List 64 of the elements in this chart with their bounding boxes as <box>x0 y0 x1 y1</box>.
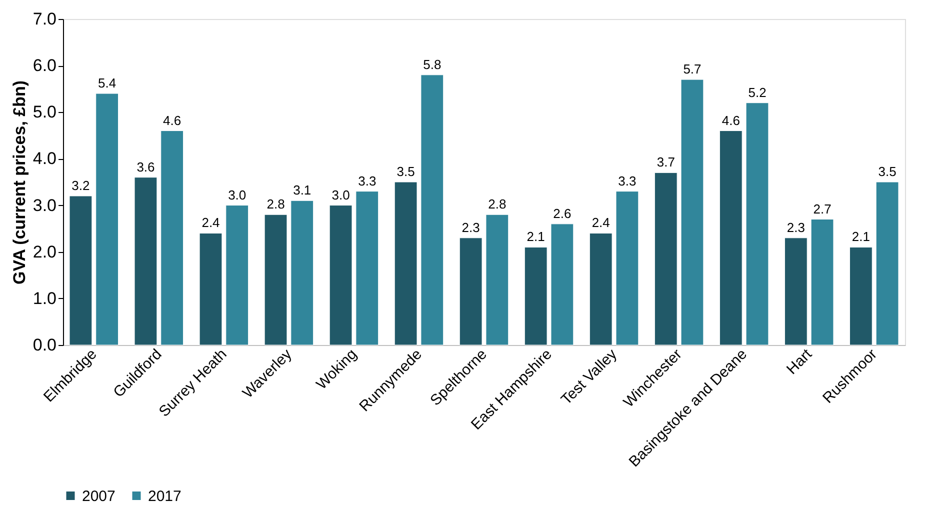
bar <box>199 232 222 346</box>
data-label: 2.6 <box>553 206 572 221</box>
data-label: 4.6 <box>722 112 740 128</box>
bar <box>616 191 639 346</box>
data-label: 3.0 <box>228 187 246 202</box>
bar <box>589 232 612 346</box>
data-label: 3.5 <box>878 164 896 179</box>
data-label: 2.3 <box>462 220 480 235</box>
bar <box>810 219 834 346</box>
data-label: 3.5 <box>396 164 415 179</box>
y-tick-label: 2.0 <box>32 242 56 262</box>
data-label: 3.6 <box>136 159 155 174</box>
data-label: 2.4 <box>592 215 610 230</box>
bar <box>486 214 509 346</box>
bar <box>226 205 249 346</box>
data-label: 3.3 <box>618 173 636 188</box>
bar <box>719 130 742 346</box>
data-label: 2.4 <box>202 215 220 230</box>
bar <box>654 172 678 346</box>
bar <box>849 246 872 346</box>
bar <box>264 214 288 346</box>
bar <box>876 182 899 346</box>
legend-label: 2017 <box>148 488 182 505</box>
data-label: 2.1 <box>526 229 545 244</box>
bar <box>680 79 704 346</box>
y-tick-label: 5.0 <box>32 102 56 122</box>
data-label: 3.0 <box>332 187 350 202</box>
data-label: 3.1 <box>293 182 312 198</box>
data-label: 5.2 <box>748 84 766 100</box>
y-tick-label: 3.0 <box>32 196 56 215</box>
bar <box>69 196 92 346</box>
data-label: 2.1 <box>852 229 870 244</box>
bar <box>290 200 314 346</box>
bar <box>160 130 184 346</box>
data-label: 3.2 <box>72 178 90 193</box>
data-label: 5.4 <box>98 76 116 91</box>
bar <box>394 182 418 346</box>
data-label: 5.8 <box>423 56 442 72</box>
legend-label: 2007 <box>82 488 116 505</box>
bar <box>96 93 119 346</box>
y-tick-label: 1.0 <box>32 288 56 308</box>
bar <box>550 224 574 346</box>
bar <box>746 102 769 346</box>
bar <box>459 238 482 346</box>
y-axis-title: GVA (current prices, £bn) <box>10 80 29 285</box>
data-label: 2.8 <box>266 196 285 212</box>
bar <box>784 238 808 346</box>
bar <box>329 205 352 346</box>
data-label: 4.6 <box>163 112 182 128</box>
y-tick-label: 4.0 <box>32 149 56 168</box>
x-tick-label: Hart <box>783 345 816 378</box>
y-tick-label: 0.0 <box>32 336 56 354</box>
data-label: 2.8 <box>488 196 506 212</box>
data-label: 3.3 <box>358 173 376 188</box>
data-label: 3.7 <box>656 154 675 170</box>
y-tick-label: 6.0 <box>32 56 56 76</box>
data-label: 2.3 <box>786 220 805 235</box>
data-label: 5.7 <box>683 62 702 77</box>
data-label: 2.7 <box>813 201 832 216</box>
y-tick-label: 7.0 <box>32 10 56 28</box>
bar <box>524 246 548 346</box>
bar <box>356 191 379 346</box>
bar <box>134 177 158 346</box>
bar <box>420 74 444 346</box>
